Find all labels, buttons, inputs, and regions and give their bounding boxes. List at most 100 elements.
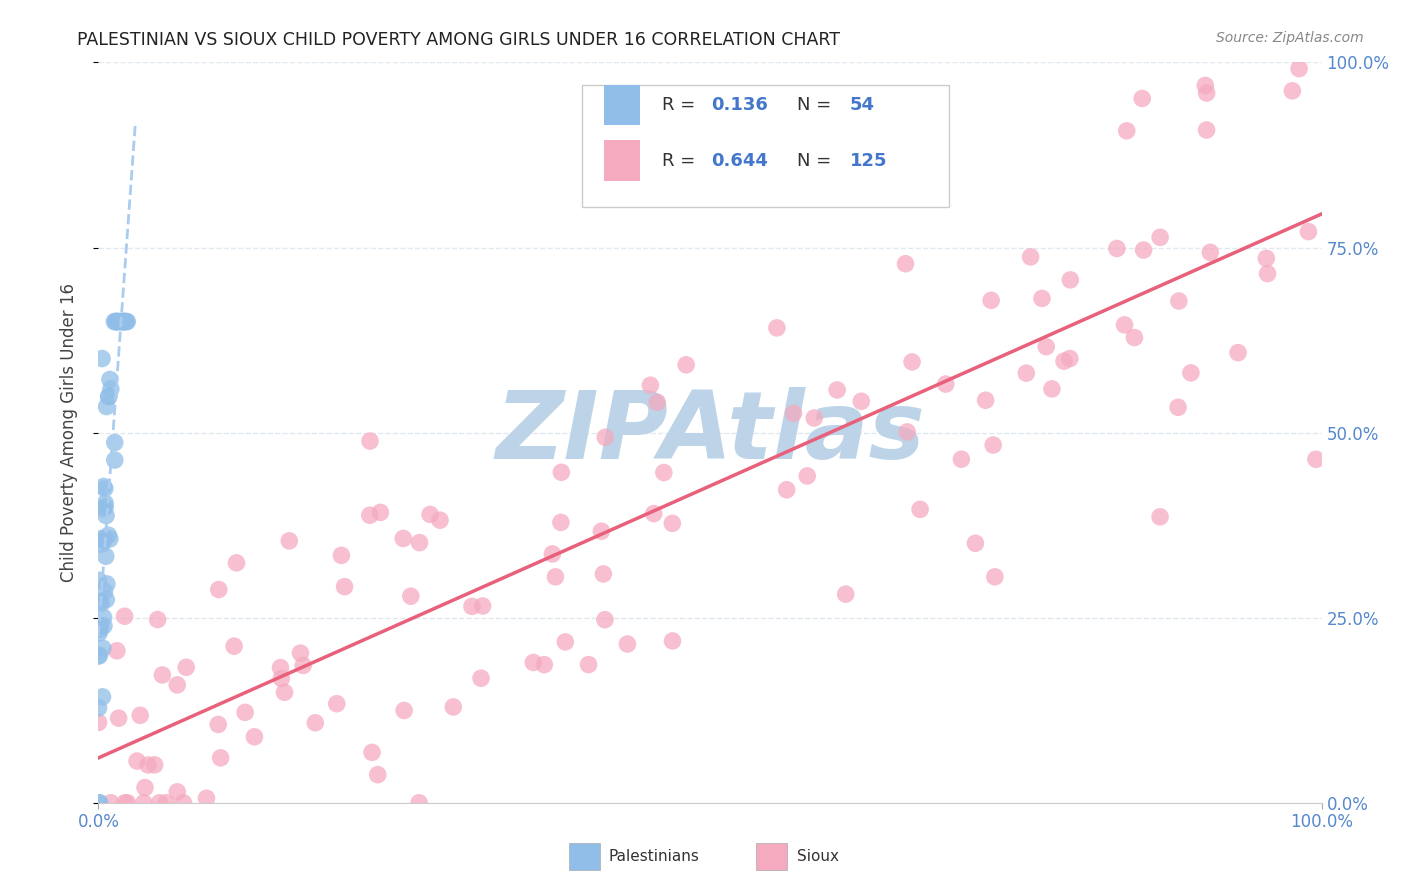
Point [93,584,115,599]
Point [894,257,917,271]
Point [107,314,129,328]
Point [1059,351,1081,366]
Point [292,658,315,673]
Point [96,400,118,414]
Point [136,758,159,772]
Point [107,314,129,328]
Point [675,358,697,372]
Point [392,532,415,546]
Point [429,513,451,527]
Point [94,482,117,496]
Point [825,383,848,397]
Point [471,599,494,613]
FancyBboxPatch shape [603,85,640,126]
Point [112,314,135,328]
Point [851,394,873,409]
Point [112,314,135,328]
Point [104,314,127,328]
Point [278,533,301,548]
Point [775,483,797,497]
Point [544,570,567,584]
Point [125,754,148,768]
Point [94,508,117,523]
Point [129,708,152,723]
Point [359,508,381,523]
Point [950,452,973,467]
Point [117,796,139,810]
Point [233,706,256,720]
Point [1167,401,1189,415]
Point [1298,225,1320,239]
Point [146,613,169,627]
Point [1149,509,1171,524]
Point [1149,230,1171,244]
Point [441,700,464,714]
Point [89,623,111,637]
Point [96,592,118,607]
Point [330,549,353,563]
Point [1227,345,1250,359]
Point [269,660,291,674]
Point [93,533,115,548]
Point [90,532,112,546]
Point [90,537,112,551]
Point [1031,292,1053,306]
Point [270,672,292,686]
Point [155,796,177,810]
Point [1288,62,1310,76]
Point [1256,252,1278,266]
Point [1115,124,1137,138]
Point [111,314,134,328]
Point [974,393,997,408]
Point [591,524,613,539]
Point [965,536,987,550]
Point [1305,452,1327,467]
Point [550,516,572,530]
Point [984,570,1007,584]
Point [89,618,111,632]
Point [100,796,122,810]
Point [98,372,121,386]
Point [419,508,441,522]
Point [782,406,804,420]
Point [522,656,544,670]
Point [112,314,135,328]
Point [115,314,138,328]
Point [94,496,117,510]
Point [326,697,349,711]
Point [195,791,218,805]
Point [143,757,166,772]
Point [104,435,127,450]
Point [111,314,134,328]
Point [643,507,665,521]
Point [104,314,127,328]
Point [616,637,638,651]
Point [243,730,266,744]
Point [87,573,110,587]
Point [1053,354,1076,368]
Point [370,505,392,519]
Point [367,767,389,781]
Point [96,577,118,591]
Point [89,594,111,608]
Point [554,635,576,649]
Point [166,785,188,799]
Point [578,657,600,672]
Point [93,479,115,493]
Point [91,641,114,656]
Point [97,390,120,404]
Point [89,796,111,810]
Point [114,609,136,624]
Point [593,430,616,444]
Point [150,668,173,682]
Point [1180,366,1202,380]
Point [273,685,295,699]
Text: 54: 54 [849,96,875,114]
FancyBboxPatch shape [603,140,640,181]
Text: R =: R = [662,152,702,169]
Point [901,355,924,369]
Point [97,389,120,403]
Point [1040,382,1063,396]
Point [1035,340,1057,354]
Point [1257,267,1279,281]
